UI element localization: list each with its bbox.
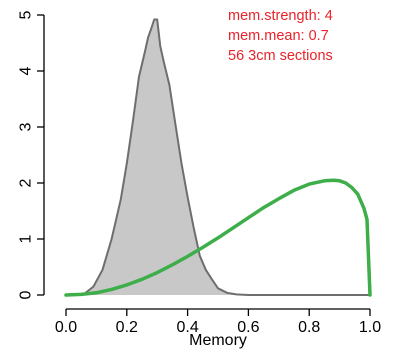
y-tick-label: 2 — [18, 178, 35, 187]
axes: 0 1 2 3 4 5 0.0 0.2 0.4 0.6 0.8 1.0 — [18, 10, 382, 336]
density-fill — [72, 19, 370, 295]
x-tick-label: 1.0 — [359, 319, 381, 336]
y-tick-label: 1 — [18, 234, 35, 243]
y-tick-label: 4 — [18, 66, 35, 75]
memory-curve — [64, 178, 372, 297]
x-tick-label: 0.2 — [116, 319, 138, 336]
annotation-mem-strength: mem.strength: 4 — [228, 8, 333, 24]
x-axis-title: Memory — [189, 332, 247, 349]
x-tick-label: 0.0 — [55, 319, 77, 336]
density-outline — [72, 18, 370, 296]
plot-area — [64, 18, 372, 297]
y-tick-label: 3 — [18, 122, 35, 131]
x-tick-label: 0.4 — [176, 319, 198, 336]
y-tick-label: 5 — [18, 10, 35, 19]
x-tick-label: 0.8 — [298, 319, 320, 336]
annotation-block: mem.strength: 4 mem.mean: 0.7 56 3cm sec… — [228, 8, 333, 64]
annotation-sections: 56 3cm sections — [228, 48, 333, 64]
annotation-mem-mean: mem.mean: 0.7 — [228, 28, 329, 44]
y-tick-label: 0 — [18, 290, 35, 299]
x-tick-label: 0.6 — [237, 319, 259, 336]
